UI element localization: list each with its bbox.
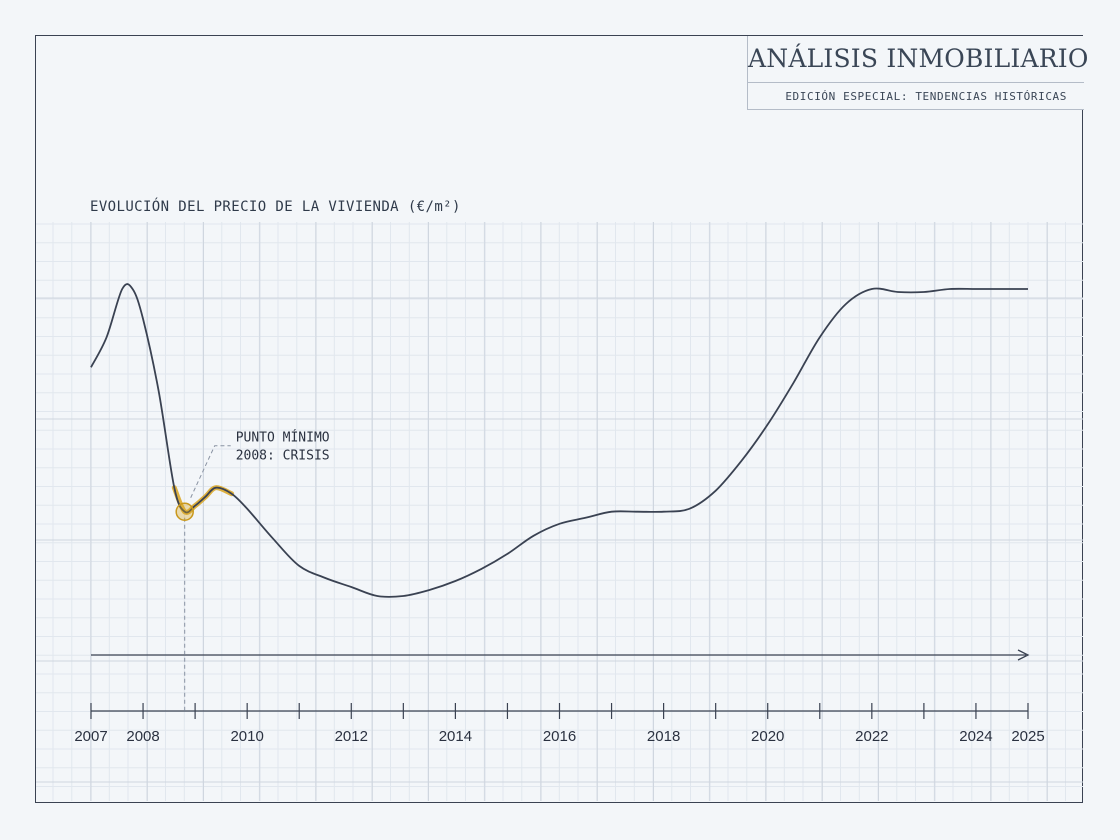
- x-tick-label: 2018: [647, 728, 680, 745]
- annotation-leader: [190, 445, 231, 498]
- time-arrow-head: [1017, 649, 1030, 661]
- x-tick-label: 2022: [855, 728, 888, 745]
- min-point-marker: [175, 502, 194, 521]
- annotation-label-line2: 2008: CRISIS: [236, 449, 330, 464]
- x-tick-label: 2010: [230, 728, 263, 745]
- series-layer: [90, 283, 1028, 598]
- x-tick-label: 2012: [335, 728, 368, 745]
- x-axis: 2007 2008 2010 2012 2014 2016 2018 2020 2022 2024…: [74, 649, 1045, 745]
- annotation-layer: PUNTO MÍNIMO 2008: CRISIS: [175, 430, 330, 711]
- x-tick-label: 2008: [126, 728, 159, 745]
- x-tick-label: 2016: [543, 728, 576, 745]
- price-line: [90, 283, 1028, 598]
- x-tick-label: 2024: [959, 728, 992, 745]
- header-box: ANÁLISIS INMOBILIARIO EDICIÓN ESPECIAL: …: [747, 36, 1089, 110]
- annotation-label-line1: PUNTO MÍNIMO: [236, 430, 330, 446]
- x-tick-label: 2007: [74, 728, 107, 745]
- page-subtitle: EDICIÓN ESPECIAL: TENDENCIAS HISTÓRICAS: [785, 90, 1067, 103]
- header-divider: [748, 82, 1084, 83]
- x-tick-label: 2025: [1011, 728, 1044, 745]
- x-tick-label: 2014: [439, 728, 472, 745]
- x-tick-label: 2020: [751, 728, 784, 745]
- page-title: ANÁLISIS INMOBILIARIO: [748, 44, 1089, 73]
- grid: [36, 222, 1083, 801]
- chart-title: EVOLUCIÓN DEL PRECIO DE LA VIVIENDA (€/m…: [90, 199, 461, 215]
